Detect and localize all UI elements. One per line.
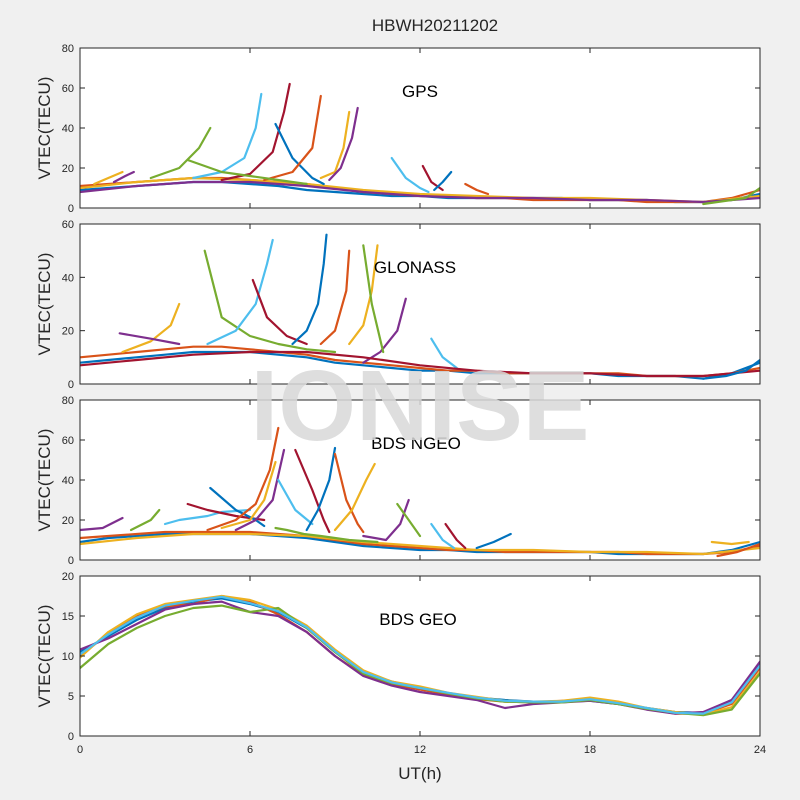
y-tick-label: 0 — [68, 379, 74, 391]
series-line — [80, 532, 760, 556]
y-tick-label: 40 — [62, 475, 74, 487]
y-tick-label: 60 — [62, 219, 74, 231]
series-line — [234, 448, 286, 532]
series-group — [80, 594, 760, 717]
series-line — [362, 498, 410, 542]
x-tick-label: 0 — [77, 744, 83, 756]
panel-label: BDS GEO — [379, 610, 456, 629]
x-axis-label: UT(h) — [398, 764, 441, 783]
watermark: IONISE — [251, 350, 590, 462]
series-line — [362, 297, 407, 364]
panel-1: 0 20 40 60 GLONASS VTEC(TECU) — [35, 219, 761, 391]
y-tick-label: 60 — [62, 435, 74, 447]
series-group — [80, 426, 760, 558]
y-tick-label: 40 — [62, 272, 74, 284]
series-group — [80, 82, 760, 206]
series-line — [206, 426, 280, 532]
series-line — [274, 526, 379, 544]
series-line — [118, 332, 181, 346]
series-line — [291, 233, 328, 346]
series-line — [80, 180, 760, 204]
y-tick-label: 10 — [62, 651, 74, 663]
series-line — [206, 238, 274, 346]
y-tick-label: 80 — [62, 395, 74, 407]
series-line — [93, 170, 124, 186]
series-line — [80, 516, 124, 532]
series-line — [433, 170, 453, 192]
series-line — [129, 508, 161, 532]
series-line — [121, 302, 181, 354]
series-line — [112, 170, 135, 184]
panel-0: 0 20 40 60 80 GPS VTEC(TECU) — [35, 43, 761, 215]
y-tick-label: 20 — [62, 515, 74, 527]
series-line — [702, 186, 760, 206]
y-tick-label: 15 — [62, 611, 74, 623]
series-line — [294, 448, 331, 534]
series-line — [319, 110, 351, 180]
x-tick-label: 24 — [754, 744, 766, 756]
series-line — [277, 478, 314, 526]
plot-area — [80, 224, 760, 384]
panels-group: 020406080GPSVTEC(TECU)0204060GLONASSVTEC… — [35, 43, 766, 756]
series-line — [333, 452, 365, 534]
series-line — [475, 532, 512, 550]
series-line — [305, 446, 337, 532]
series-line — [333, 462, 376, 532]
series-line — [348, 244, 379, 346]
series-line — [319, 249, 351, 346]
series-line — [220, 82, 291, 182]
x-tick-label: 12 — [414, 744, 426, 756]
y-tick-label: 80 — [62, 43, 74, 55]
series-line — [716, 542, 760, 558]
y-tick-label: 0 — [68, 555, 74, 567]
series-line — [430, 337, 458, 370]
chart-title: HBWH20211202 — [372, 16, 498, 35]
series-line — [421, 164, 444, 192]
series-line — [149, 126, 212, 180]
panel-label: BDS NGEO — [371, 434, 461, 453]
series-line — [362, 244, 385, 354]
series-line — [444, 522, 467, 550]
series-line — [80, 530, 760, 556]
series-line — [702, 358, 760, 380]
series-line — [396, 502, 422, 538]
y-axis-label: VTEC(TECU) — [35, 429, 54, 532]
series-line — [220, 460, 277, 530]
y-axis-label: VTEC(TECU) — [35, 605, 54, 708]
plot-area — [80, 48, 760, 208]
panel-3: 0 5 10 15 20 0 6 12 18 24 BDS GEO VTEC(TECU) — [35, 571, 766, 756]
y-tick-label: 0 — [68, 203, 74, 215]
panel-label: GLONASS — [374, 258, 456, 277]
series-line — [186, 158, 308, 186]
series-line — [274, 122, 325, 186]
series-line — [80, 350, 760, 378]
series-line — [328, 106, 359, 182]
x-tick-label: 18 — [584, 744, 596, 756]
y-tick-label: 60 — [62, 83, 74, 95]
y-tick-label: 0 — [68, 731, 74, 743]
series-line — [192, 92, 263, 180]
panel-label: GPS — [402, 82, 438, 101]
x-tick-label: 6 — [247, 744, 253, 756]
y-tick-label: 20 — [62, 163, 74, 175]
series-line — [263, 94, 322, 182]
series-line — [80, 595, 760, 715]
series-line — [710, 540, 750, 546]
y-axis-label: VTEC(TECU) — [35, 253, 54, 356]
series-line — [203, 249, 337, 354]
series-line — [390, 156, 430, 194]
series-line — [464, 182, 490, 196]
y-tick-label: 20 — [62, 326, 74, 338]
series-group — [80, 233, 760, 380]
y-axis-label: VTEC(TECU) — [35, 77, 54, 180]
y-tick-label: 20 — [62, 571, 74, 583]
y-tick-label: 40 — [62, 123, 74, 135]
series-line — [430, 522, 456, 550]
series-line — [209, 486, 266, 528]
panel-2: 0 20 40 60 80 BDS NGEO VTEC(TECU) — [35, 395, 761, 567]
series-line — [163, 508, 252, 526]
y-tick-label: 5 — [68, 691, 74, 703]
